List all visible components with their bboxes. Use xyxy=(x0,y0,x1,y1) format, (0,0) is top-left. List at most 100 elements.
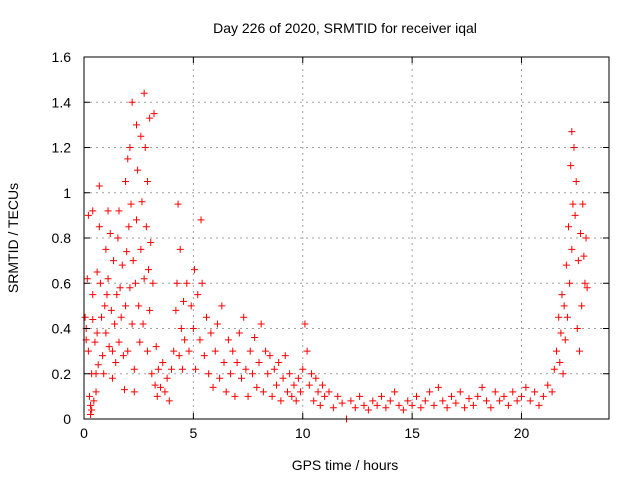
data-point xyxy=(87,410,95,418)
data-point xyxy=(94,361,102,369)
data-point xyxy=(443,404,451,412)
data-point xyxy=(115,207,123,215)
data-point xyxy=(439,397,447,405)
data-point xyxy=(555,313,563,321)
data-point xyxy=(213,320,221,328)
data-point xyxy=(92,370,100,378)
data-point xyxy=(87,401,95,409)
x-tick-label: 10 xyxy=(295,425,311,441)
data-point xyxy=(248,370,256,378)
data-point xyxy=(157,383,165,391)
x-tick-label: 20 xyxy=(514,425,530,441)
data-point xyxy=(120,386,128,394)
data-point xyxy=(128,320,136,328)
data-point xyxy=(231,392,239,400)
y-tick-label: 1.6 xyxy=(52,49,72,65)
data-point xyxy=(310,397,318,405)
data-point xyxy=(574,257,582,265)
data-point xyxy=(582,234,590,242)
data-point xyxy=(145,266,153,274)
data-point xyxy=(270,365,278,373)
data-point xyxy=(85,392,93,400)
data-point xyxy=(531,388,539,396)
data-point xyxy=(575,347,583,355)
data-point xyxy=(386,397,394,405)
data-point xyxy=(116,284,124,292)
data-point xyxy=(571,211,579,219)
data-point xyxy=(163,374,171,382)
data-point xyxy=(136,338,144,346)
data-point xyxy=(142,223,150,231)
data-point xyxy=(255,358,263,366)
data-point xyxy=(240,313,248,321)
data-point xyxy=(122,177,130,185)
data-point xyxy=(147,239,155,247)
grid xyxy=(84,57,609,419)
data-point xyxy=(469,401,477,409)
data-point xyxy=(294,374,302,382)
data-point xyxy=(565,223,573,231)
data-point xyxy=(292,397,300,405)
data-point xyxy=(360,401,368,409)
data-point xyxy=(165,397,173,405)
data-point xyxy=(131,279,139,287)
data-point xyxy=(262,347,270,355)
data-point xyxy=(96,279,104,287)
data-point xyxy=(140,275,148,283)
data-point xyxy=(207,329,215,337)
data-point xyxy=(268,392,276,400)
data-point xyxy=(138,198,146,206)
data-point xyxy=(194,291,202,299)
data-point xyxy=(513,397,521,405)
data-point xyxy=(117,313,125,321)
y-tick-label: 0.2 xyxy=(52,366,72,382)
data-point xyxy=(130,365,138,373)
data-point xyxy=(88,406,96,414)
data-point xyxy=(183,279,191,287)
data-point xyxy=(573,325,581,332)
data-point xyxy=(417,404,425,412)
data-point xyxy=(281,352,289,360)
chart-title: Day 226 of 2020, SRMTID for receiver iqa… xyxy=(213,20,477,36)
data-point xyxy=(133,121,140,129)
data-points xyxy=(81,89,591,423)
data-point xyxy=(224,336,232,344)
data-point xyxy=(187,302,195,310)
data-point xyxy=(122,302,130,310)
data-point xyxy=(177,325,185,332)
data-point xyxy=(286,370,294,378)
data-point xyxy=(95,182,103,190)
data-point xyxy=(174,200,182,208)
x-tick-label: 15 xyxy=(404,425,420,441)
data-point xyxy=(356,392,364,400)
data-point xyxy=(135,302,143,310)
data-point xyxy=(421,397,429,405)
data-point xyxy=(314,388,322,396)
data-point xyxy=(404,397,412,405)
data-point xyxy=(570,144,578,151)
data-point xyxy=(562,261,570,269)
data-point xyxy=(301,320,309,328)
data-point xyxy=(170,347,178,355)
data-point xyxy=(108,347,116,355)
data-point xyxy=(413,392,420,400)
data-point xyxy=(297,388,305,396)
data-point xyxy=(178,365,186,373)
data-point xyxy=(98,313,105,321)
data-point xyxy=(244,392,252,400)
data-point xyxy=(334,392,342,400)
data-point xyxy=(566,279,574,287)
data-point xyxy=(180,297,188,305)
data-point xyxy=(518,392,525,400)
data-point xyxy=(288,392,296,400)
data-point xyxy=(483,397,490,405)
data-point xyxy=(89,291,97,299)
data-point xyxy=(181,336,189,344)
data-point xyxy=(329,404,337,412)
data-point xyxy=(140,89,148,97)
data-point xyxy=(133,216,140,224)
data-point xyxy=(277,397,285,405)
data-point xyxy=(216,374,224,382)
data-point xyxy=(93,268,101,276)
